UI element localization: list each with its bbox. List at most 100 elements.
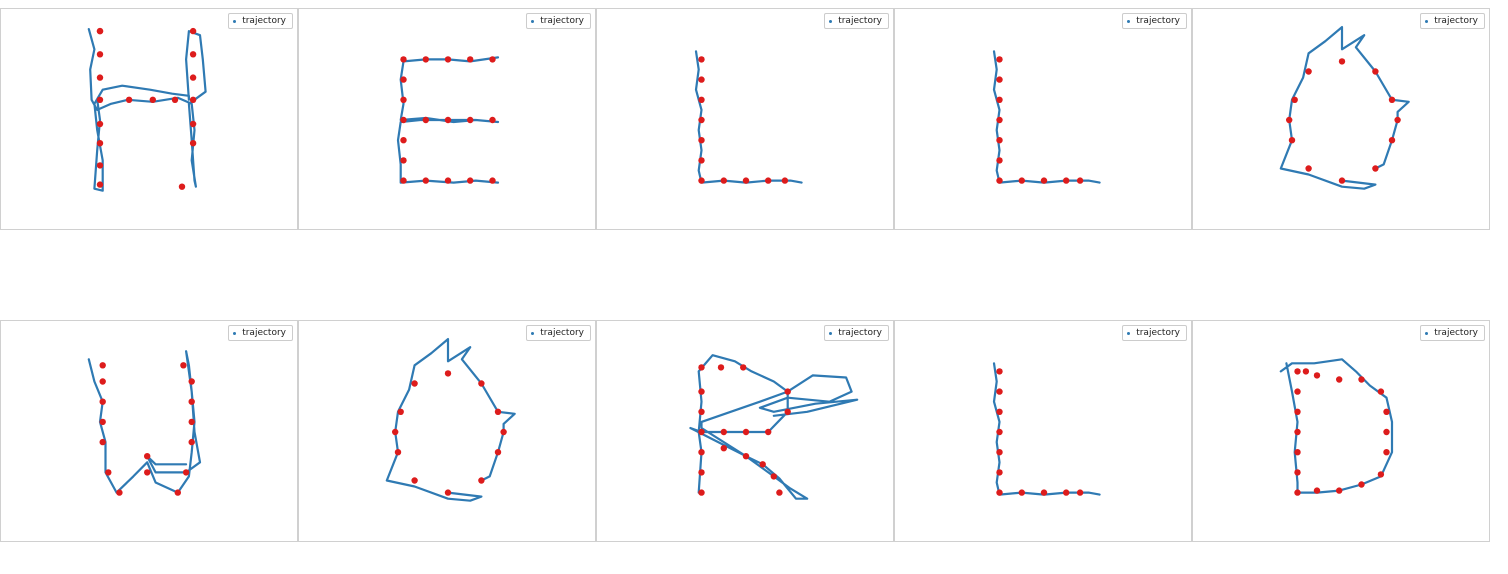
- target-point: [1294, 449, 1301, 456]
- target-point: [489, 56, 496, 63]
- target-point: [400, 137, 407, 144]
- target-point: [149, 96, 156, 104]
- chart-panel-o-4: trajectory: [1192, 8, 1490, 230]
- target-point: [189, 96, 197, 104]
- target-point: [1063, 177, 1070, 184]
- target-point: [1294, 469, 1301, 476]
- target-point: [400, 96, 407, 104]
- legend: trajectory: [526, 325, 591, 341]
- target-point: [1063, 489, 1070, 496]
- target-point: [500, 428, 507, 436]
- target-point: [171, 96, 179, 104]
- legend-marker: [829, 19, 833, 23]
- legend-marker: [1127, 19, 1131, 23]
- target-point: [720, 445, 727, 452]
- target-point: [1336, 376, 1343, 383]
- chart-panel-e-1: trajectory: [298, 8, 596, 230]
- target-point: [784, 408, 791, 415]
- chart-panel-r-7: trajectory: [596, 320, 894, 542]
- target-point: [698, 428, 705, 436]
- chart-panel-w-5: trajectory: [0, 320, 298, 542]
- target-point: [996, 489, 1003, 496]
- target-point: [467, 177, 474, 184]
- trajectory-line: [87, 28, 207, 192]
- legend-marker: [531, 19, 535, 23]
- target-point: [188, 418, 195, 426]
- target-point: [765, 177, 772, 184]
- target-point: [444, 56, 452, 63]
- target-point: [1313, 487, 1321, 494]
- target-point: [1288, 137, 1296, 144]
- legend-marker: [1425, 331, 1429, 335]
- target-point: [1358, 376, 1365, 383]
- target-point: [1383, 449, 1390, 456]
- target-point: [1076, 177, 1084, 184]
- target-point: [1294, 408, 1301, 415]
- target-point: [1305, 68, 1312, 75]
- trajectory-plot: [694, 50, 803, 184]
- target-point: [1372, 165, 1379, 172]
- target-point: [1394, 116, 1401, 124]
- trajectory-plot: [396, 56, 500, 184]
- target-point: [96, 120, 104, 128]
- target-point: [1018, 177, 1025, 184]
- target-point: [489, 116, 496, 124]
- legend-label: trajectory: [540, 16, 584, 26]
- target-point: [1286, 116, 1293, 124]
- target-point: [996, 157, 1003, 164]
- target-point: [478, 380, 485, 387]
- target-point: [99, 418, 106, 426]
- target-point: [96, 27, 104, 35]
- target-point: [189, 51, 197, 58]
- target-point: [742, 428, 750, 436]
- target-point: [180, 362, 187, 369]
- trajectory-line: [992, 50, 1101, 184]
- target-point: [1294, 489, 1301, 496]
- target-point: [1302, 368, 1310, 375]
- target-point: [996, 76, 1003, 83]
- target-point: [698, 157, 705, 164]
- target-point: [116, 489, 123, 496]
- legend-marker: [829, 331, 833, 335]
- trajectory-plot: [87, 27, 207, 192]
- target-point: [422, 177, 429, 184]
- legend-label: trajectory: [242, 16, 286, 26]
- target-point: [444, 116, 452, 124]
- target-point: [467, 56, 474, 63]
- target-point: [717, 364, 725, 371]
- target-point: [996, 368, 1003, 375]
- trajectory-line: [385, 338, 516, 502]
- target-point: [1338, 58, 1346, 65]
- trajectory-line: [992, 362, 1101, 496]
- target-point: [996, 137, 1003, 144]
- target-point: [422, 116, 429, 124]
- target-point: [400, 116, 407, 124]
- target-point: [698, 137, 705, 144]
- target-point: [400, 177, 407, 184]
- target-point: [178, 183, 186, 190]
- target-point: [781, 177, 789, 184]
- target-point: [770, 473, 777, 480]
- target-point: [698, 177, 705, 184]
- legend-marker: [1127, 331, 1131, 335]
- target-point: [1388, 137, 1396, 144]
- target-point: [1305, 165, 1312, 172]
- legend-label: trajectory: [540, 328, 584, 338]
- legend-label: trajectory: [1434, 16, 1478, 26]
- target-point: [996, 449, 1003, 456]
- target-point: [698, 364, 705, 371]
- target-point: [698, 116, 705, 124]
- target-point: [1377, 471, 1385, 478]
- target-point: [698, 449, 705, 456]
- target-point: [99, 438, 106, 446]
- target-point: [99, 378, 106, 385]
- target-point: [99, 362, 106, 369]
- target-point: [996, 96, 1003, 104]
- target-point: [125, 96, 133, 104]
- target-point: [996, 388, 1003, 395]
- trajectory-line: [1279, 26, 1410, 190]
- target-point: [720, 428, 727, 436]
- target-point: [765, 428, 772, 436]
- target-point: [996, 469, 1003, 476]
- legend-label: trajectory: [242, 328, 286, 338]
